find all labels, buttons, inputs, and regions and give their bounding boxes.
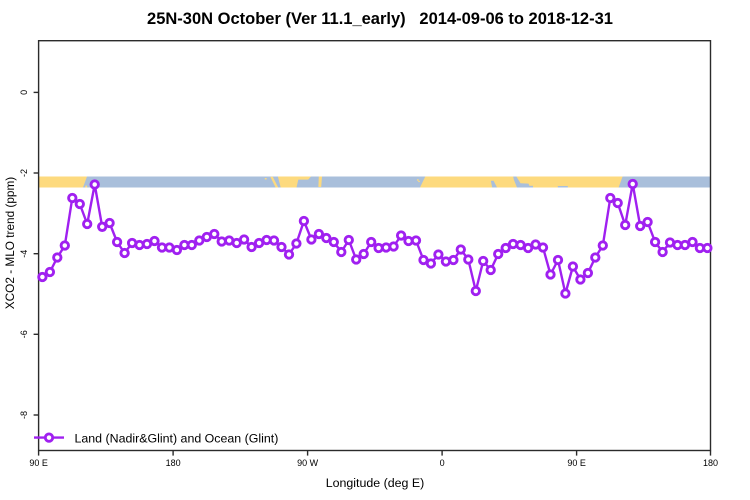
svg-text:0: 0 bbox=[440, 458, 445, 468]
svg-text:-4: -4 bbox=[19, 250, 29, 258]
svg-text:XCO2 - MLO trend (ppm): XCO2 - MLO trend (ppm) bbox=[3, 177, 17, 309]
svg-text:90 E: 90 E bbox=[567, 458, 586, 468]
svg-text:Longitude (deg E): Longitude (deg E) bbox=[326, 476, 425, 490]
svg-text:25N-30N October (Ver 11.1_earl: 25N-30N October (Ver 11.1_early) 2014-09… bbox=[147, 10, 613, 28]
svg-text:Land (Nadir&Glint) and Ocean (: Land (Nadir&Glint) and Ocean (Glint) bbox=[75, 431, 279, 445]
svg-text:90 E: 90 E bbox=[29, 458, 48, 468]
svg-text:-6: -6 bbox=[19, 330, 29, 338]
svg-text:90 W: 90 W bbox=[297, 458, 319, 468]
svg-text:-8: -8 bbox=[19, 411, 29, 419]
svg-text:180: 180 bbox=[703, 458, 718, 468]
svg-text:180: 180 bbox=[166, 458, 181, 468]
svg-text:0: 0 bbox=[19, 90, 29, 95]
svg-text:-2: -2 bbox=[19, 169, 29, 177]
